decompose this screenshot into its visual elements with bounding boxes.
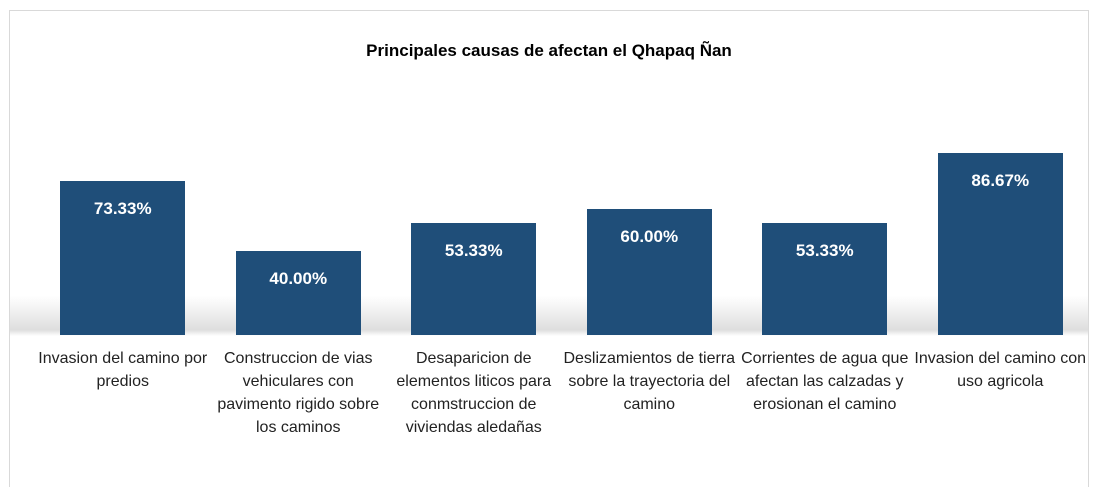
chart-title: Principales causas de afectan el Qhapaq … bbox=[366, 41, 732, 60]
value-label: 53.33% bbox=[795, 241, 854, 260]
bar bbox=[411, 223, 537, 335]
plot-shadow bbox=[10, 296, 1088, 336]
x-tick-label: Desaparicion de elementos liticos para c… bbox=[396, 350, 552, 436]
value-label: 86.67% bbox=[971, 170, 1030, 190]
bar bbox=[586, 209, 712, 335]
value-label: 53.33% bbox=[444, 241, 503, 260]
x-tick-label: Construccion de vias vehiculares con pav… bbox=[217, 350, 380, 436]
chart: Principales causas de afectan el Qhapaq … bbox=[9, 10, 1089, 487]
value-label: 60.00% bbox=[620, 227, 679, 246]
value-label: 73.33% bbox=[93, 199, 152, 218]
x-tick-label: Invasion del camino por predios bbox=[38, 350, 208, 390]
x-tick-label: Corrientes de agua que afectan las calza… bbox=[741, 350, 909, 413]
bar bbox=[762, 223, 888, 335]
x-tick-label: Deslizamientos de tierra sobre la trayec… bbox=[563, 350, 736, 413]
x-tick-label: Invasion del camino con uso agricola bbox=[914, 350, 1087, 390]
bar bbox=[937, 152, 1063, 335]
bar bbox=[60, 181, 186, 335]
bar bbox=[235, 251, 361, 335]
value-label: 40.00% bbox=[269, 269, 328, 288]
